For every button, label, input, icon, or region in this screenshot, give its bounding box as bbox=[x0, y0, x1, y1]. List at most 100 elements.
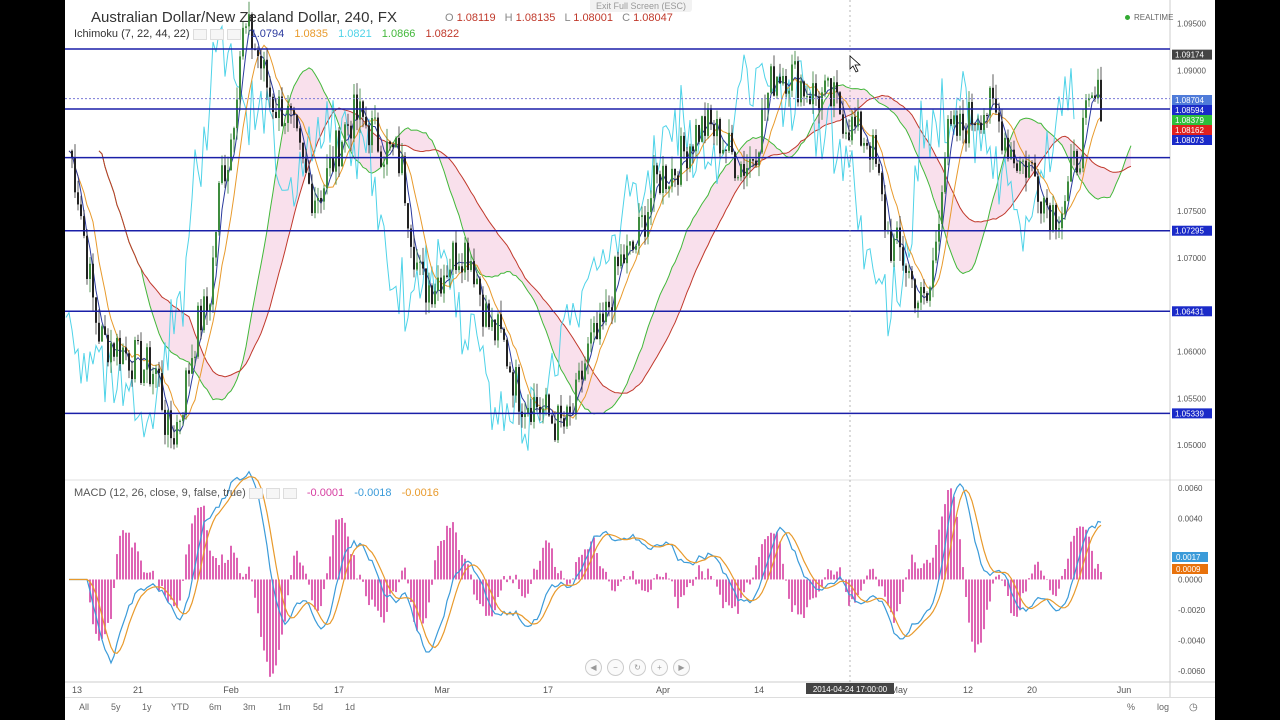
close-label: C bbox=[622, 12, 631, 24]
settings-icon[interactable] bbox=[192, 28, 207, 40]
scroll-left-icon[interactable]: ◀ bbox=[585, 659, 602, 676]
candle-body bbox=[977, 122, 979, 126]
candle-body bbox=[650, 198, 652, 213]
candle-body bbox=[125, 347, 127, 354]
candle-body bbox=[191, 358, 193, 374]
candle-body bbox=[1079, 168, 1081, 173]
candle-body bbox=[713, 124, 715, 137]
candle-body bbox=[584, 363, 586, 380]
range-3m[interactable]: 3m bbox=[243, 702, 256, 712]
exit-full-screen-hint[interactable]: Exit Full Screen (ESC) bbox=[590, 0, 693, 12]
candle-body bbox=[317, 197, 319, 201]
price-tick-label: 1.09500 bbox=[1177, 20, 1206, 29]
candle-body bbox=[539, 407, 541, 413]
candle-body bbox=[143, 369, 145, 383]
time-tick-label: Apr bbox=[656, 685, 670, 695]
candle-body bbox=[260, 56, 262, 69]
zoom-out-icon[interactable]: − bbox=[607, 659, 624, 676]
candle-body bbox=[989, 87, 991, 116]
candle-body bbox=[788, 90, 790, 94]
candle-body bbox=[461, 266, 463, 273]
range-1d[interactable]: 1d bbox=[345, 702, 356, 712]
candle-body bbox=[1076, 150, 1078, 173]
candle-body bbox=[1001, 121, 1003, 151]
hide-icon[interactable] bbox=[209, 28, 224, 40]
macd-badge-bg bbox=[1172, 552, 1208, 562]
time-tick-label: 21 bbox=[133, 685, 143, 695]
macd-tick-label: -0.0060 bbox=[1178, 667, 1206, 676]
senkou-span-a-line bbox=[98, 67, 1132, 415]
scroll-right-icon[interactable]: ▶ bbox=[673, 659, 690, 676]
candle-body bbox=[923, 287, 925, 294]
value-badge-label: 1.08379 bbox=[1175, 116, 1204, 125]
range-ytd[interactable]: YTD bbox=[171, 702, 189, 712]
candle-body bbox=[206, 296, 208, 312]
candle-body bbox=[383, 164, 385, 167]
candle-body bbox=[932, 260, 934, 288]
reset-icon[interactable]: ↻ bbox=[629, 659, 646, 676]
candle-body bbox=[1046, 197, 1048, 206]
close-icon[interactable] bbox=[282, 487, 297, 499]
percent-toggle[interactable]: % bbox=[1127, 702, 1136, 712]
candle-body bbox=[695, 124, 697, 152]
range-1y[interactable]: 1y bbox=[142, 702, 152, 712]
candle-body bbox=[596, 322, 598, 340]
candle-body bbox=[71, 150, 73, 158]
range-5d[interactable]: 5d bbox=[313, 702, 324, 712]
candle-body bbox=[197, 305, 199, 357]
price-tick-label: 1.07000 bbox=[1177, 254, 1206, 263]
candle-body bbox=[893, 238, 895, 261]
candle-body bbox=[1049, 205, 1051, 232]
chart-canvas[interactable]: 1.09500 1.09000 1.07500 1.07000 1.06000 1.055… bbox=[65, 0, 1215, 720]
close-icon[interactable] bbox=[226, 28, 241, 40]
candle-body bbox=[797, 61, 799, 103]
candle-body bbox=[131, 370, 133, 380]
candle-body bbox=[944, 157, 946, 193]
candle-body bbox=[548, 394, 550, 416]
range-5y[interactable]: 5y bbox=[111, 702, 121, 712]
candle-body bbox=[392, 144, 394, 148]
candle-body bbox=[950, 118, 952, 125]
candle-body bbox=[158, 368, 160, 374]
candle-body bbox=[416, 262, 418, 270]
candle-body bbox=[752, 159, 754, 161]
settings-icon[interactable] bbox=[248, 487, 263, 499]
range-all[interactable]: All bbox=[79, 702, 90, 712]
clock-icon[interactable]: ◷ bbox=[1189, 702, 1198, 713]
log-toggle[interactable]: log bbox=[1157, 702, 1170, 712]
range-6m[interactable]: 6m bbox=[209, 702, 222, 712]
macd-legend[interactable]: MACD (12, 26, close, 9, false, true) -0.… bbox=[74, 487, 439, 499]
candle-body bbox=[995, 98, 997, 113]
price-tick-label: 1.05500 bbox=[1177, 394, 1206, 403]
candles-group bbox=[71, 1, 1102, 450]
macd-tick-label: 0.0000 bbox=[1178, 575, 1203, 584]
ichimoku-legend[interactable]: Ichimoku (7, 22, 44, 22) 1.0794 1.0835 1… bbox=[74, 28, 459, 40]
candle-body bbox=[614, 256, 616, 312]
candle-body bbox=[152, 373, 154, 385]
candle-body bbox=[515, 367, 517, 396]
macd-value: -0.0018 bbox=[354, 487, 392, 499]
zoom-in-icon[interactable]: + bbox=[651, 659, 668, 676]
candle-body bbox=[173, 438, 175, 445]
high-value: 1.08135 bbox=[515, 12, 556, 24]
range-1m[interactable]: 1m bbox=[278, 702, 291, 712]
macd-tick-label: 0.0040 bbox=[1178, 515, 1203, 524]
candle-body bbox=[998, 112, 1000, 122]
candle-body bbox=[809, 96, 811, 105]
candle-body bbox=[980, 122, 982, 130]
candle-body bbox=[674, 168, 676, 176]
open-value: 1.08119 bbox=[456, 12, 496, 24]
candle-body bbox=[644, 215, 646, 237]
realtime-badge: REALTIME bbox=[1125, 13, 1173, 22]
hide-icon[interactable] bbox=[265, 487, 280, 499]
candle-body bbox=[854, 116, 856, 127]
candle-body bbox=[905, 265, 907, 273]
candle-body bbox=[653, 165, 655, 199]
candle-body bbox=[938, 223, 940, 242]
time-tick-label: May bbox=[890, 685, 908, 695]
ichimoku-value: 1.0822 bbox=[425, 28, 460, 40]
candle-body bbox=[899, 227, 901, 248]
macd-badge-bg bbox=[1172, 564, 1208, 574]
candle-body bbox=[782, 76, 784, 84]
candle-body bbox=[542, 408, 544, 413]
